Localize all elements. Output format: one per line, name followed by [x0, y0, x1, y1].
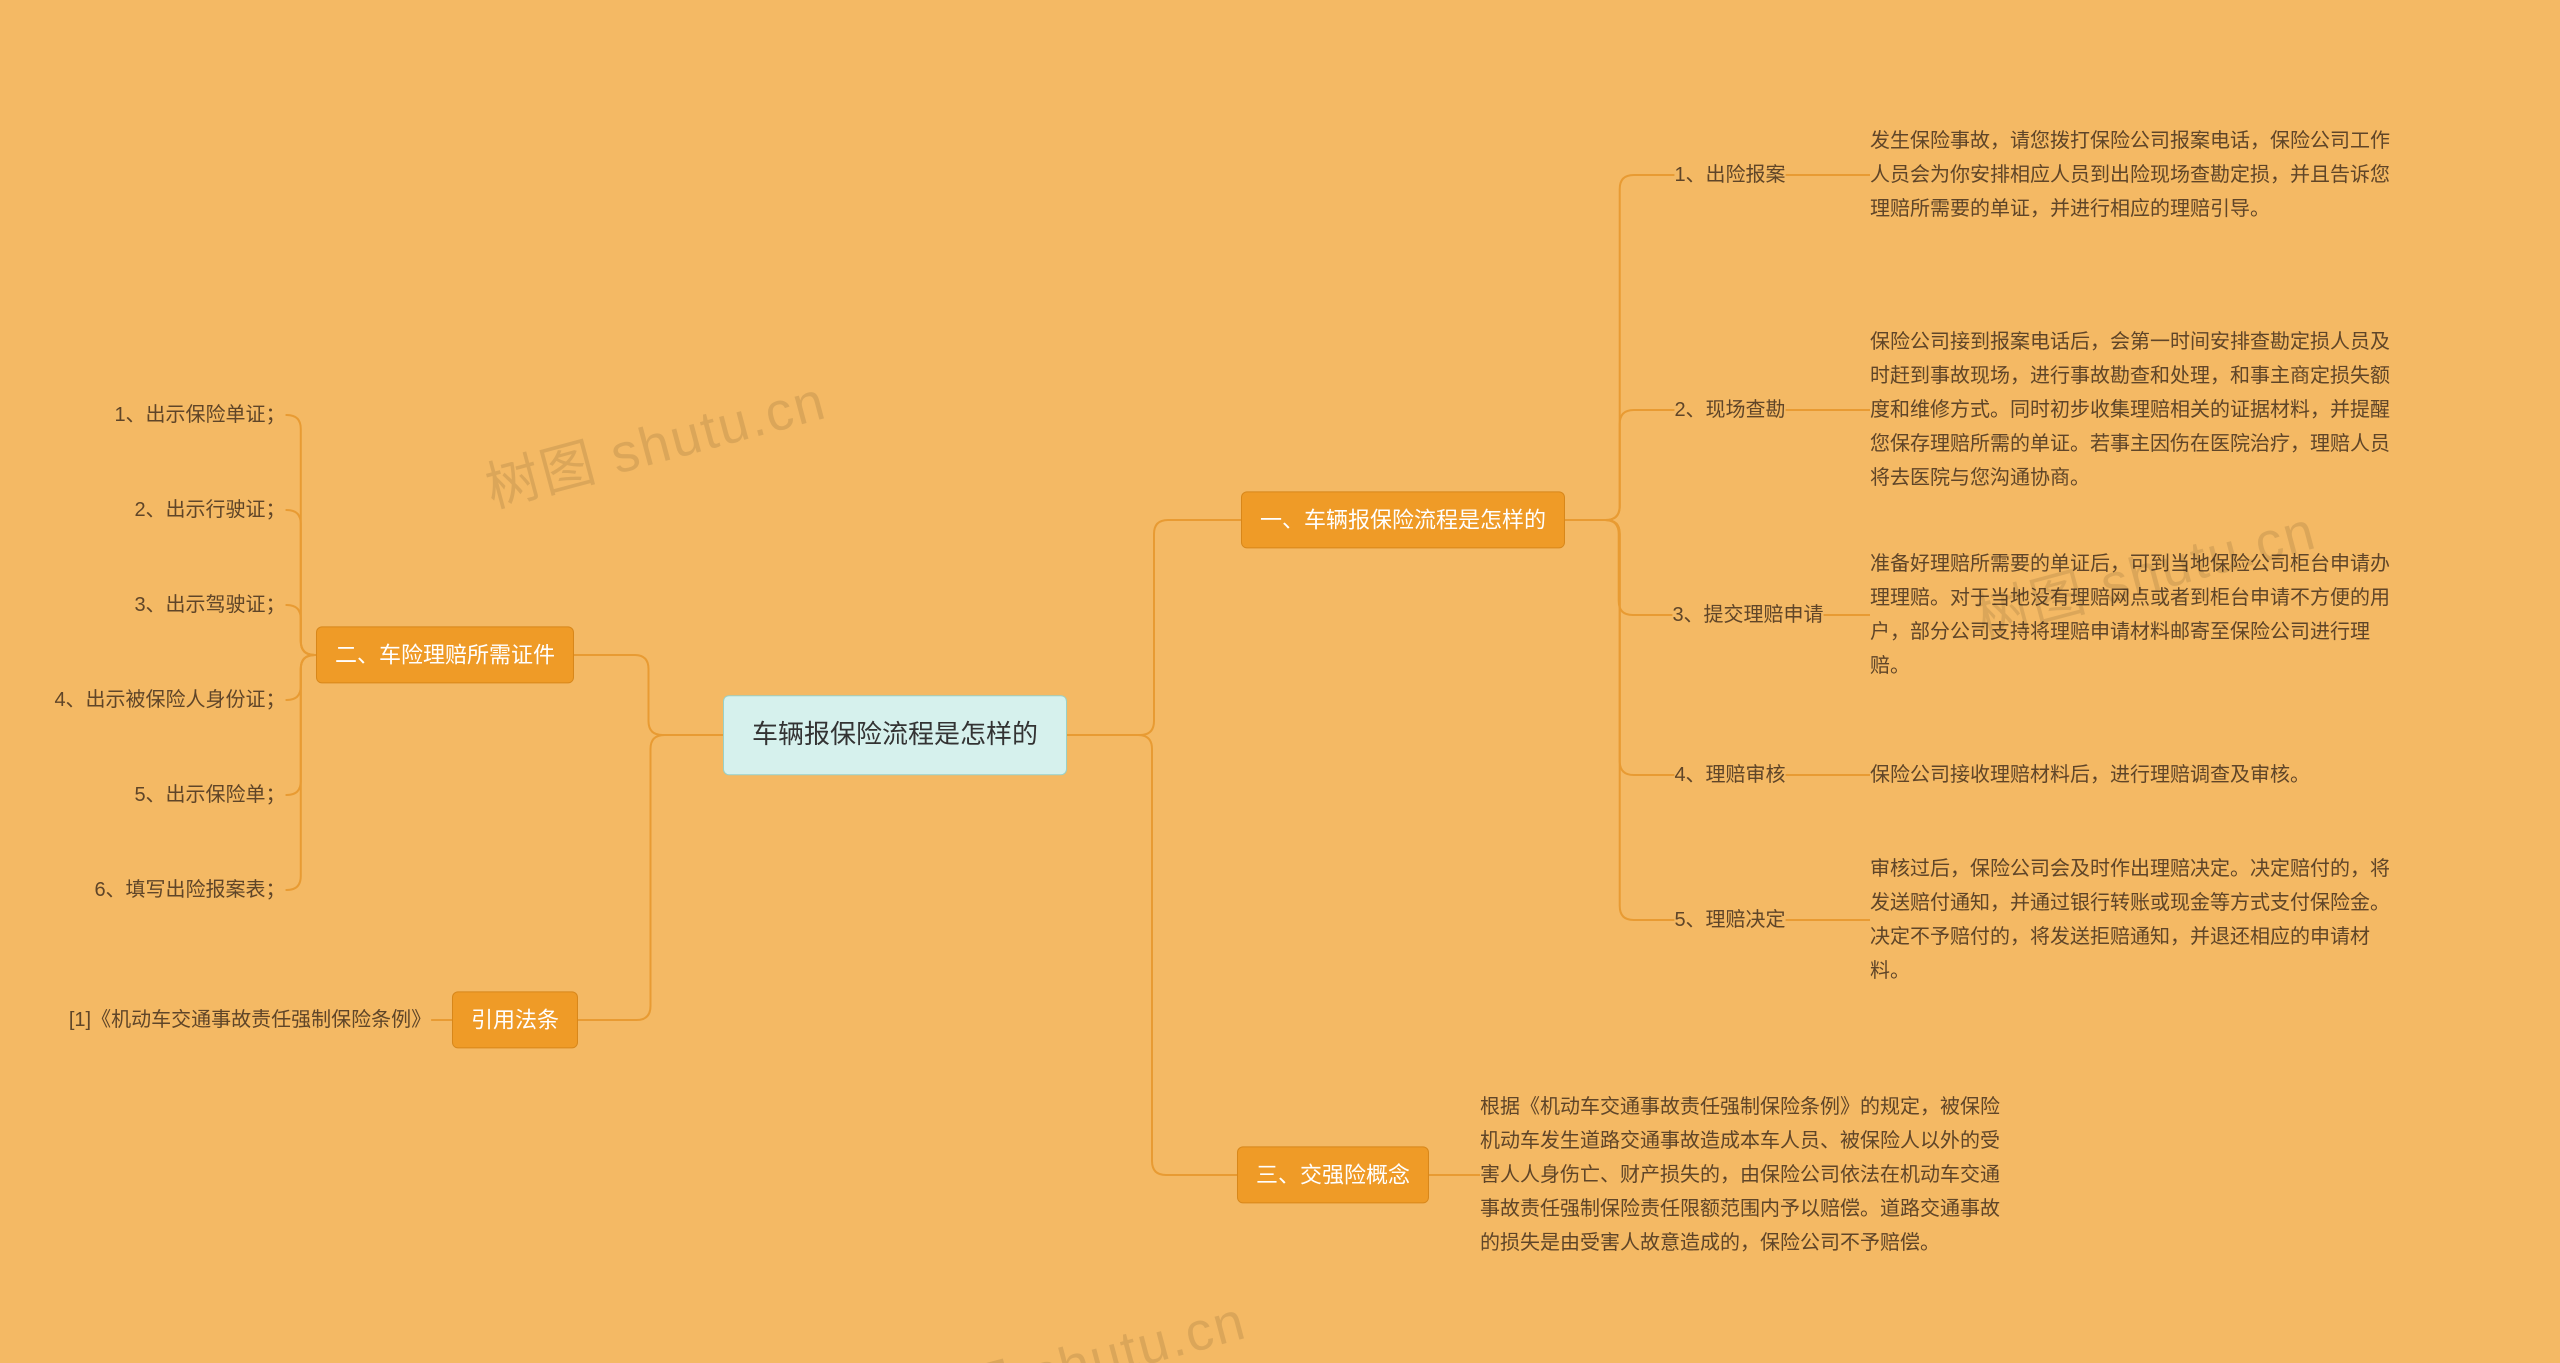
branch-node: 一、车辆报保险流程是怎样的 [1241, 491, 1565, 548]
leaf-description: 保险公司接收理赔材料后，进行理赔调查及审核。 [1870, 758, 2390, 792]
leaf-label: 4、出示被保险人身份证； [54, 684, 285, 716]
leaf-label: [1]《机动车交通事故责任强制保险条例》 [69, 1004, 431, 1036]
branch-node: 引用法条 [452, 991, 578, 1048]
branch-node: 二、车险理赔所需证件 [316, 626, 574, 683]
branch-node: 三、交强险概念 [1237, 1146, 1429, 1203]
leaf-label: 2、现场查勘 [1674, 394, 1785, 426]
leaf-label: 5、理赔决定 [1674, 904, 1785, 936]
leaf-label: 3、出示驾驶证； [134, 589, 285, 621]
root-node: 车辆报保险流程是怎样的 [723, 695, 1067, 775]
mindmap-canvas: 车辆报保险流程是怎样的 一、车辆报保险流程是怎样的 1、出险报案 发生保险事故，请您拨… [0, 0, 2560, 1363]
leaf-label: 2、出示行驶证； [134, 494, 285, 526]
leaf-description: 准备好理赔所需要的单证后，可到当地保险公司柜台申请办理理赔。对于当地没有理赔网点… [1870, 547, 2390, 683]
leaf-label: 5、出示保险单； [134, 779, 285, 811]
watermark: 树图 shutu.cn [896, 1276, 1254, 1363]
leaf-label: 1、出示保险单证； [114, 399, 285, 431]
leaf-label: 3、提交理赔申请 [1672, 599, 1823, 631]
leaf-description: 发生保险事故，请您拨打保险公司报案电话，保险公司工作人员会为你安排相应人员到出险… [1870, 124, 2390, 226]
leaf-label: 1、出险报案 [1674, 159, 1785, 191]
watermark: 树图 shutu.cn [476, 356, 834, 523]
leaf-description: 审核过后，保险公司会及时作出理赔决定。决定赔付的，将发送赔付通知，并通过银行转账… [1870, 852, 2390, 988]
leaf-label: 6、填写出险报案表； [94, 874, 285, 906]
leaf-description: 保险公司接到报案电话后，会第一时间安排查勘定损人员及时赶到事故现场，进行事故勘查… [1870, 325, 2390, 495]
leaf-description: 根据《机动车交通事故责任强制保险条例》的规定，被保险机动车发生道路交通事故造成本… [1480, 1090, 2000, 1260]
leaf-label: 4、理赔审核 [1674, 759, 1785, 791]
